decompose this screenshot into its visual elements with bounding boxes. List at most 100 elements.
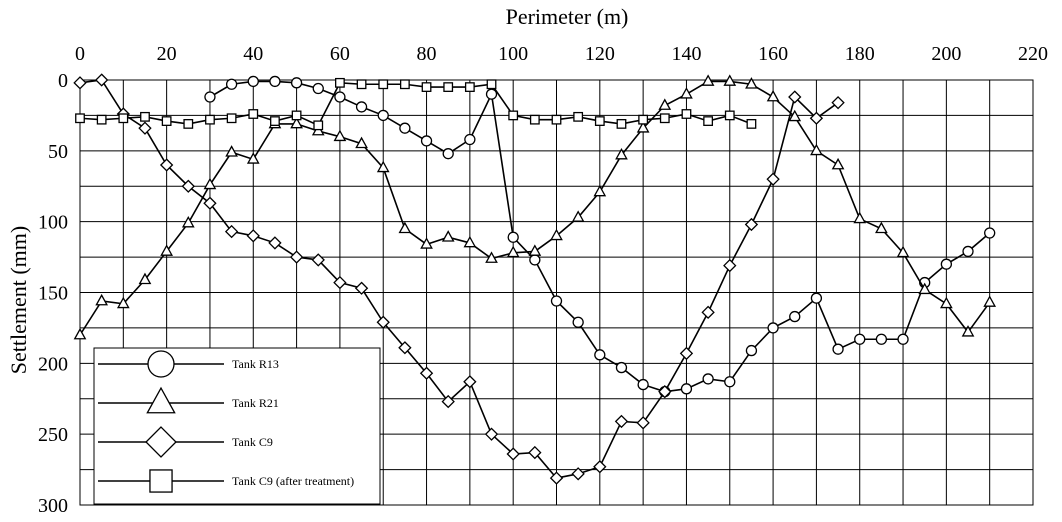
data-point-square <box>508 110 519 121</box>
data-point-circle <box>745 344 758 357</box>
data-point-square <box>205 114 215 125</box>
data-point-diamond <box>73 76 87 90</box>
data-point-diamond <box>376 315 390 329</box>
y-tick-label: 200 <box>38 353 68 375</box>
series-layer <box>73 73 997 485</box>
data-point-square <box>226 113 237 124</box>
data-point-diamond <box>809 111 824 125</box>
data-point-diamond <box>354 281 369 295</box>
data-point-triangle <box>73 327 87 340</box>
data-point-triangle <box>896 245 910 258</box>
x-tick-label: 80 <box>417 43 437 65</box>
data-point-triangle <box>788 109 802 122</box>
data-point-triangle <box>225 145 238 157</box>
data-point-triangle <box>138 272 152 285</box>
data-point-diamond <box>203 196 217 210</box>
data-point-diamond <box>571 467 585 481</box>
data-point-triangle <box>485 251 498 263</box>
grid <box>80 80 1033 505</box>
data-point-circle <box>724 376 736 388</box>
data-point-diamond <box>723 258 737 273</box>
data-point-triangle <box>246 152 260 164</box>
data-point-diamond <box>289 250 304 264</box>
y-tick-label: 300 <box>38 495 68 517</box>
data-point-circle <box>897 333 909 345</box>
data-point-diamond <box>463 375 477 389</box>
data-point-circle <box>204 91 216 103</box>
legend-marker-diamond <box>145 426 177 458</box>
data-point-triangle <box>961 325 975 337</box>
y-axis-ticks: 0 50 100 150 200 250 300 <box>38 70 68 517</box>
data-point-triangle <box>918 282 932 295</box>
y-tick-label: 250 <box>38 424 68 446</box>
data-point-triangle <box>983 295 997 307</box>
data-point-square <box>421 82 432 92</box>
data-point-square <box>75 113 85 124</box>
data-point-square <box>96 114 107 125</box>
data-point-square <box>161 116 172 126</box>
data-point-diamond <box>224 224 239 239</box>
data-point-circle <box>464 133 476 146</box>
series-line <box>79 82 752 127</box>
data-point-triangle <box>441 230 455 242</box>
data-point-diamond <box>636 416 650 430</box>
data-point-square <box>399 79 410 90</box>
data-point-diamond <box>94 73 109 87</box>
data-point-circle <box>507 231 519 243</box>
legend-label: Tank C9 (after treatment) <box>232 474 354 488</box>
y-tick-label: 100 <box>38 212 68 234</box>
data-point-circle <box>940 258 953 270</box>
x-tick-label: 60 <box>330 43 350 65</box>
data-point-square <box>378 79 389 90</box>
data-point-triangle <box>506 245 520 258</box>
data-point-diamond <box>593 460 607 474</box>
data-point-circle <box>377 109 389 122</box>
data-point-diamond <box>398 341 412 355</box>
data-point-square <box>681 109 692 119</box>
legend-box <box>93 347 381 505</box>
data-point-circle <box>854 333 866 345</box>
series-diamond <box>73 73 845 485</box>
data-point-triangle <box>290 116 303 129</box>
x-tick-label: 180 <box>845 43 875 65</box>
data-point-triangle <box>181 215 195 228</box>
x-tick-label: 220 <box>1018 43 1048 65</box>
y-tick-label: 50 <box>48 141 68 163</box>
data-point-square <box>746 119 757 129</box>
data-point-circle <box>615 361 628 374</box>
data-point-triangle <box>355 136 368 149</box>
data-point-diamond <box>744 217 759 232</box>
data-point-triangle <box>160 244 173 256</box>
legend-item: Tank C9 (after treatment) <box>98 469 354 493</box>
data-point-diamond <box>138 121 152 135</box>
legend-item: Tank C9 <box>98 426 273 458</box>
series-square <box>75 77 757 131</box>
data-point-diamond <box>614 414 629 429</box>
data-point-square <box>335 77 345 88</box>
data-point-square <box>486 79 497 90</box>
series-circle <box>204 75 996 398</box>
data-point-circle <box>312 82 324 95</box>
data-point-triangle <box>95 293 109 306</box>
data-point-triangle <box>831 157 845 170</box>
x-axis-label: Perimeter (m) <box>506 4 629 29</box>
data-point-diamond <box>831 95 845 110</box>
legend-marker-circle <box>147 350 175 378</box>
data-point-triangle <box>723 74 737 86</box>
data-point-circle <box>225 78 238 90</box>
data-point-square <box>724 110 735 121</box>
data-point-circle <box>702 373 714 385</box>
data-point-triangle <box>203 177 217 190</box>
legend-label: Tank R21 <box>232 396 279 410</box>
x-tick-label: 40 <box>243 43 263 65</box>
data-point-square <box>551 114 562 125</box>
y-axis-label: Settlement (mm) <box>6 226 31 374</box>
data-point-square <box>594 116 605 126</box>
data-point-circle <box>875 333 888 345</box>
data-point-square <box>638 114 649 125</box>
data-point-diamond <box>679 346 694 361</box>
data-point-square <box>356 79 367 90</box>
data-point-circle <box>767 322 779 334</box>
data-point-circle <box>789 310 801 323</box>
